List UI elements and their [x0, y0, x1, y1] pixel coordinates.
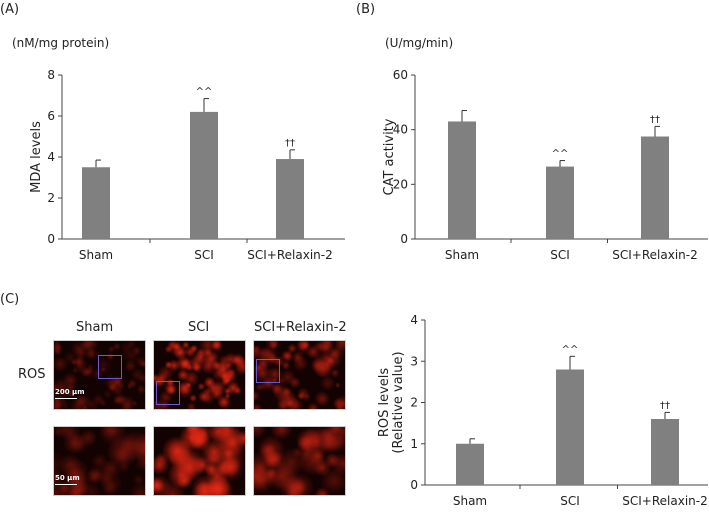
y-tick-label-a: 6 — [47, 109, 55, 123]
y-tick-label-a: 8 — [47, 68, 55, 82]
y-tick-label-b: 60 — [393, 68, 408, 82]
roi-box-sham — [98, 355, 122, 379]
bar-a-0 — [82, 167, 110, 239]
y-label-a: MDA levels — [29, 121, 44, 193]
micrograph-sham-zoom — [53, 426, 146, 496]
roi-box-relaxin — [256, 359, 280, 383]
col-label-sham: Sham — [76, 320, 114, 335]
y-tick-label-b: 0 — [400, 232, 408, 246]
micrograph-sci-zoom — [153, 426, 246, 496]
micrograph-sci-overview — [153, 340, 246, 410]
bar-a-1 — [190, 111, 218, 239]
col-label-relaxin: SCI+Relaxin-2 — [254, 320, 347, 335]
bar-c-0 — [456, 443, 484, 485]
y-tick-label-a: 0 — [47, 232, 55, 246]
row-label-ros: ROS — [18, 367, 46, 382]
bar-b-1 — [546, 166, 574, 239]
x-label-b-2: SCI+Relaxin-2 — [612, 248, 697, 262]
unit-label-a: (nM/mg protein) — [12, 36, 109, 50]
significance-b-1: ^^ — [552, 149, 569, 160]
y-tick-label-b: 40 — [393, 123, 408, 137]
micrograph-relaxin-zoom — [253, 426, 346, 496]
x-label-a-2: SCI+Relaxin-2 — [247, 248, 332, 262]
bar-b-0 — [448, 121, 476, 239]
bar-c-1 — [556, 369, 584, 485]
y-tick-label-c: 0 — [410, 478, 418, 492]
y-tick-label-c: 1 — [410, 437, 418, 451]
panel-label-c: (C) — [0, 292, 20, 307]
y-tick-label-b: 20 — [393, 177, 408, 191]
bar-b-2 — [641, 136, 669, 239]
significance-a-2: †† — [285, 138, 295, 149]
significance-c-2: †† — [660, 400, 670, 411]
roi-box-sci — [156, 381, 180, 405]
col-label-sci: SCI — [188, 320, 210, 335]
bar-c-2 — [651, 419, 679, 485]
scale-bar-top — [55, 398, 77, 399]
significance-b-2: †† — [650, 114, 660, 125]
x-label-a-1: SCI — [194, 248, 214, 262]
bar-a-2 — [276, 159, 304, 239]
y-tick-label-c: 3 — [410, 354, 418, 368]
significance-c-1: ^^ — [562, 344, 579, 355]
micrograph-relaxin-overview — [253, 340, 346, 410]
x-label-a-0: Sham — [79, 248, 113, 262]
x-label-c-2: SCI+Relaxin-2 — [622, 494, 707, 508]
y-tick-label-c: 2 — [410, 396, 418, 410]
y-label-b: CAT activity — [382, 118, 397, 195]
panel-label-a: (A) — [0, 2, 20, 17]
x-label-c-0: Sham — [453, 494, 487, 508]
y-tick-label-a: 2 — [47, 191, 55, 205]
scale-bar-bottom — [55, 484, 77, 485]
y-tick-label-a: 4 — [47, 150, 55, 164]
scale-label-top: 200 μm — [55, 388, 85, 396]
scale-label-bottom: 50 μm — [55, 474, 80, 482]
y-label2-c: (Relative value) — [391, 351, 406, 453]
y-tick-label-c: 4 — [410, 313, 418, 327]
micrograph-sham-overview — [53, 340, 146, 410]
y-label-c: ROS levels — [377, 368, 392, 438]
x-label-b-0: Sham — [445, 248, 479, 262]
significance-a-1: ^^ — [196, 87, 213, 98]
x-label-b-1: SCI — [550, 248, 570, 262]
x-label-c-1: SCI — [560, 494, 580, 508]
panel-label-b: (B) — [356, 2, 376, 17]
unit-label-b: (U/mg/min) — [385, 36, 453, 50]
